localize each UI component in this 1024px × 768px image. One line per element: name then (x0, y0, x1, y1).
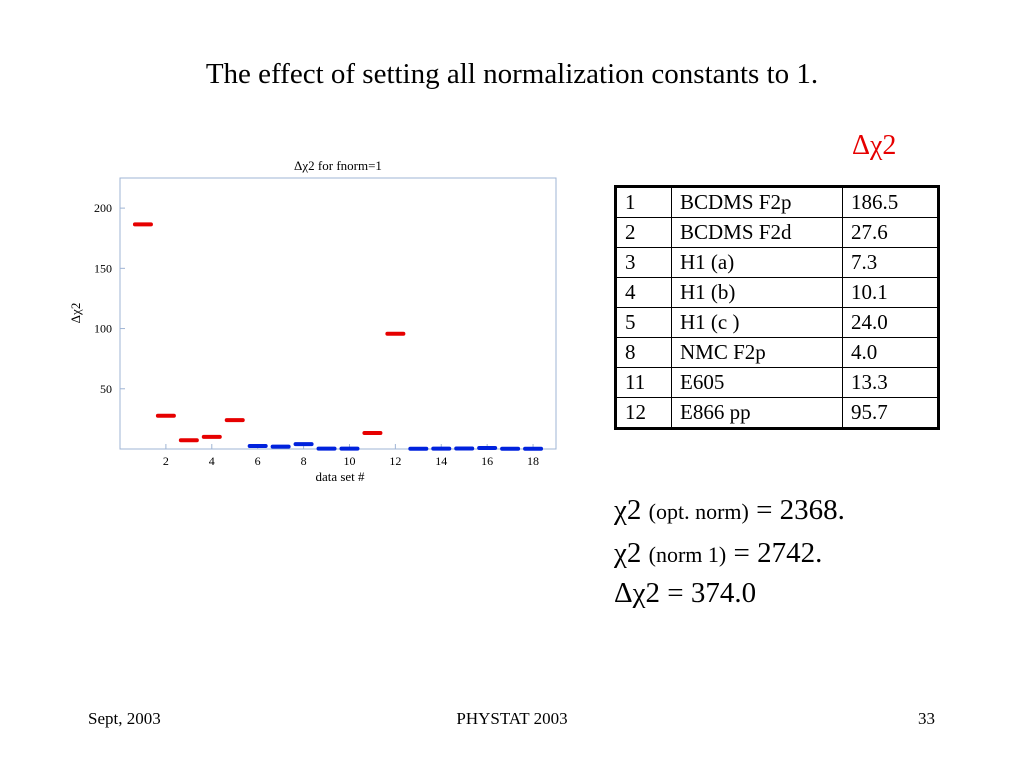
norm1-label: (norm 1) (648, 542, 727, 567)
y-axis-ticks: 50 100 150 200 (94, 201, 125, 396)
row-id-cell: 2 (615, 217, 672, 248)
row-value-cell: 4.0 (842, 337, 939, 368)
row-value-cell: 186.5 (842, 186, 939, 218)
plot-frame (119, 177, 557, 450)
row-value-cell: 24.0 (842, 307, 939, 338)
row-name-cell: H1 (a) (671, 247, 843, 278)
chi2-symbol: χ2 (614, 537, 642, 569)
footer-page-number: 33 (918, 709, 935, 728)
x-tick-label: 12 (389, 454, 401, 468)
x-tick-label: 18 (527, 454, 539, 468)
footer-date: Sept, 2003 (88, 709, 161, 728)
x-tick-label: 10 (343, 454, 355, 468)
row-name-cell: NMC F2p (671, 337, 843, 368)
row-id-cell: 3 (615, 247, 672, 278)
row-name-cell: H1 (c ) (671, 307, 843, 338)
table-row: 8 NMC F2p 4.0 (615, 337, 939, 368)
table-row: 2 BCDMS F2d 27.6 (615, 217, 939, 248)
x-axis-label: data set # (315, 469, 365, 484)
footer-conference: PHYSTAT 2003 (456, 709, 568, 728)
chart-title: Δχ2 for fnorm=1 (294, 158, 382, 173)
row-name-cell: E866 pp (671, 397, 843, 429)
x-tick-label: 4 (209, 454, 215, 468)
row-id-cell: 5 (615, 307, 672, 338)
y-tick-label: 50 (100, 382, 112, 396)
results-table: 1 BCDMS F2p 186.5 2 BCDMS F2d 27.6 3 H1 (a) 7.3 4… (614, 185, 940, 430)
table-row: 5 H1 (c ) 24.0 (615, 307, 939, 338)
table-row: 3 H1 (a) 7.3 (615, 247, 939, 278)
chi2-opt-norm-line: χ2 (opt. norm) = 2368. (614, 494, 845, 527)
row-id-cell: 8 (615, 337, 672, 368)
chi2-norm1-line: χ2 (norm 1) = 2742. (614, 537, 822, 570)
table-row: 1 BCDMS F2p 186.5 (615, 186, 939, 218)
chi2-opt-norm-value: = 2368. (756, 494, 845, 526)
row-id-cell: 1 (615, 186, 672, 218)
delta-chi2-line: Δχ2 = 374.0 (614, 577, 757, 609)
row-value-cell: 27.6 (842, 217, 939, 248)
table-row: 12 E866 pp 95.7 (615, 397, 939, 429)
row-id-cell: 12 (615, 397, 672, 429)
row-name-cell: H1 (b) (671, 277, 843, 308)
chi2-norm1-value: = 2742. (733, 537, 823, 569)
delta-chi2-chart: Δχ2 for fnorm=1 50 100 150 200 2 4 6 8 10 12 14 16… (68, 158, 557, 484)
y-axis-label: Δχ2 (68, 303, 83, 324)
row-id-cell: 11 (615, 367, 672, 398)
chi2-symbol: χ2 (614, 494, 642, 526)
row-name-cell: E605 (671, 367, 843, 398)
delta-chi2-header: Δχ2 (852, 130, 897, 161)
row-id-cell: 4 (615, 277, 672, 308)
row-value-cell: 10.1 (842, 277, 939, 308)
x-tick-label: 8 (301, 454, 307, 468)
x-tick-label: 2 (163, 454, 169, 468)
table-row: 11 E605 13.3 (615, 367, 939, 398)
y-tick-label: 200 (94, 201, 112, 215)
row-value-cell: 95.7 (842, 397, 939, 429)
table-row: 4 H1 (b) 10.1 (615, 277, 939, 308)
row-name-cell: BCDMS F2d (671, 217, 843, 248)
slide-title: The effect of setting all normalization … (205, 58, 819, 90)
opt-norm-label: (opt. norm) (648, 499, 749, 524)
x-axis-ticks: 2 4 6 8 10 12 14 16 18 (163, 444, 539, 468)
row-value-cell: 13.3 (842, 367, 939, 398)
row-value-cell: 7.3 (842, 247, 939, 278)
x-tick-label: 6 (255, 454, 261, 468)
x-tick-label: 16 (481, 454, 493, 468)
y-tick-label: 100 (94, 322, 112, 336)
data-marks (132, 222, 544, 451)
x-tick-label: 14 (435, 454, 447, 468)
row-name-cell: BCDMS F2p (671, 186, 843, 218)
y-tick-label: 150 (94, 261, 112, 275)
